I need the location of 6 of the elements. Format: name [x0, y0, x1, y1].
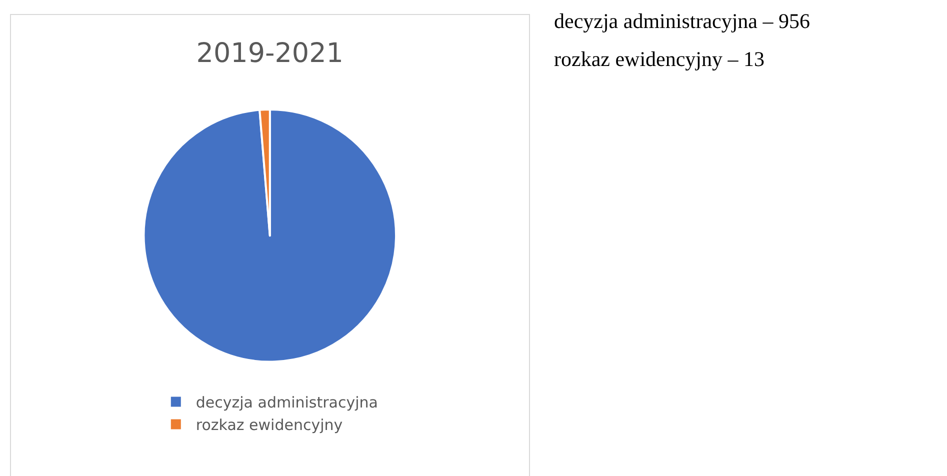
text: decyzja administracyjna – 956 — [554, 9, 810, 33]
legend-label: decyzja administracyjna — [196, 394, 378, 412]
legend-label: rozkaz ewidencyjny — [196, 416, 343, 434]
pie-slice — [142, 108, 398, 363]
chart-title: 2019-2021 — [196, 38, 344, 69]
text: rozkaz ewidencyjny – 13 — [554, 47, 765, 71]
